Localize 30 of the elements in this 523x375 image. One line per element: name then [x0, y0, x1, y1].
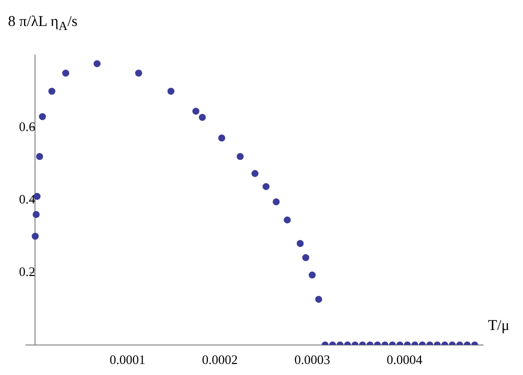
point	[192, 108, 200, 115]
y-tick-label: 0.6	[18, 118, 36, 134]
point	[135, 70, 142, 77]
y-axis-title: 8 π/λL η$_{A}$/s	[8, 14, 78, 34]
point	[251, 170, 258, 178]
x-tick-label: 0.0004	[386, 352, 423, 368]
point	[236, 153, 244, 160]
point	[296, 240, 304, 247]
point	[262, 183, 270, 190]
point	[32, 211, 40, 218]
point	[272, 198, 280, 206]
x-tick-label: 0.0002	[202, 352, 238, 368]
point	[308, 272, 316, 279]
point	[38, 113, 46, 120]
point	[62, 70, 70, 77]
point	[94, 60, 101, 68]
point	[302, 254, 310, 262]
point	[32, 232, 39, 240]
y-tick-label: 0.4	[18, 191, 36, 206]
point	[36, 153, 44, 160]
y-tick-label: 0.2	[18, 264, 36, 279]
x-tick-label: 0.0001	[110, 352, 146, 368]
x-axis-title: T/μ	[488, 318, 510, 335]
point	[167, 88, 174, 95]
point	[284, 216, 291, 224]
point	[48, 88, 56, 95]
point	[315, 296, 322, 303]
point	[198, 114, 206, 121]
point	[218, 134, 226, 142]
x-tick-label: 0.0003	[294, 352, 330, 368]
